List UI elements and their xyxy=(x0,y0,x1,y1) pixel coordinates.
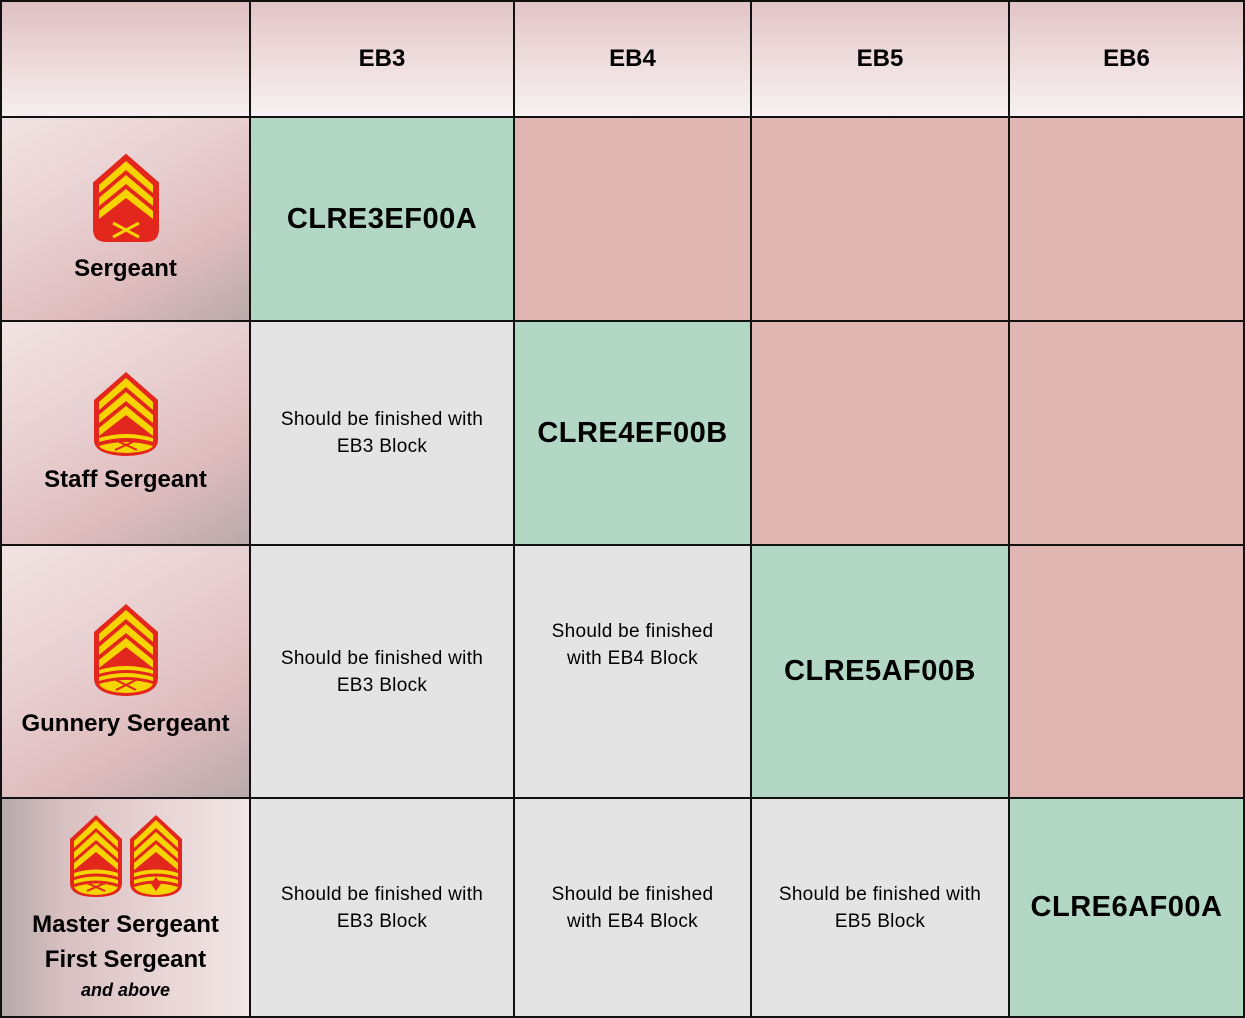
eb6-cell-gunnery-sergeant xyxy=(1010,546,1245,799)
first-sergeant-chevron-icon xyxy=(129,814,182,897)
eb4-cell-gunnery-sergeant: Should be finished with EB4 Block xyxy=(515,546,752,799)
eb3-cell-gunnery-sergeant: Should be finished with EB3 Block xyxy=(251,546,515,799)
gunnery-sergeant-chevron-icon xyxy=(93,604,158,696)
eb5-cell-sergeant xyxy=(752,118,1010,322)
rank-name-line2: First Sergeant xyxy=(44,945,207,973)
eb3-cell-staff-sergeant: Should be finished with EB3 Block xyxy=(251,322,515,546)
eb6-cell-staff-sergeant xyxy=(1010,322,1245,546)
corner-header-cell xyxy=(0,0,251,118)
sergeant-chevron-icon xyxy=(92,153,159,242)
eb5-cell-master-sergeant: Should be finished with EB5 Block xyxy=(752,799,1010,1018)
row-header-master-first-sergeant: Master Sergeant First Sergeant and above xyxy=(0,799,251,1018)
course-code: CLRE6AF00A xyxy=(1030,891,1223,923)
column-header-eb6: EB6 xyxy=(1010,0,1245,118)
completion-note: Should be finished with EB3 Block xyxy=(280,647,484,696)
row-header-sergeant: Sergeant xyxy=(0,118,251,322)
course-code: CLRE3EF00A xyxy=(286,202,478,235)
eb3-cell-master-sergeant: Should be finished with EB3 Block xyxy=(251,799,515,1018)
staff-sergeant-chevron-icon xyxy=(93,371,158,456)
master-sergeant-chevron-icon xyxy=(69,814,122,897)
rank-name: Sergeant xyxy=(74,254,177,282)
completion-note: Should be finished with EB4 Block xyxy=(551,883,714,932)
row-header-staff-sergeant: Staff Sergeant xyxy=(0,322,251,546)
rank-name: Master Sergeant xyxy=(32,910,219,938)
completion-note: Should be finished with EB4 Block xyxy=(551,620,714,669)
eb5-cell-staff-sergeant xyxy=(752,322,1010,546)
rank-qualifier: and above xyxy=(80,979,171,1000)
column-header-eb3: EB3 xyxy=(251,0,515,118)
eb6-cell-master-sergeant: CLRE6AF00A xyxy=(1010,799,1245,1018)
eb5-cell-gunnery-sergeant: CLRE5AF00B xyxy=(752,546,1010,799)
completion-note: Should be finished with EB3 Block xyxy=(280,409,484,457)
eb3-cell-sergeant: CLRE3EF00A xyxy=(251,118,515,322)
eb4-cell-master-sergeant: Should be finished with EB4 Block xyxy=(515,799,752,1018)
eb4-cell-sergeant xyxy=(515,118,752,322)
completion-note: Should be finished with EB5 Block xyxy=(778,883,982,932)
insignia-pair xyxy=(68,813,184,899)
eb4-cell-staff-sergeant: CLRE4EF00B xyxy=(515,322,752,546)
course-code: CLRE4EF00B xyxy=(537,416,728,449)
completion-note: Should be finished with EB3 Block xyxy=(280,883,484,932)
row-header-gunnery-sergeant: Gunnery Sergeant xyxy=(0,546,251,799)
course-code: CLRE5AF00B xyxy=(784,655,976,687)
rank-name: Staff Sergeant xyxy=(44,465,207,493)
eb6-cell-sergeant xyxy=(1010,118,1245,322)
column-header-eb5: EB5 xyxy=(752,0,1010,118)
column-header-eb4: EB4 xyxy=(515,0,752,118)
rank-name: Gunnery Sergeant xyxy=(21,710,230,737)
